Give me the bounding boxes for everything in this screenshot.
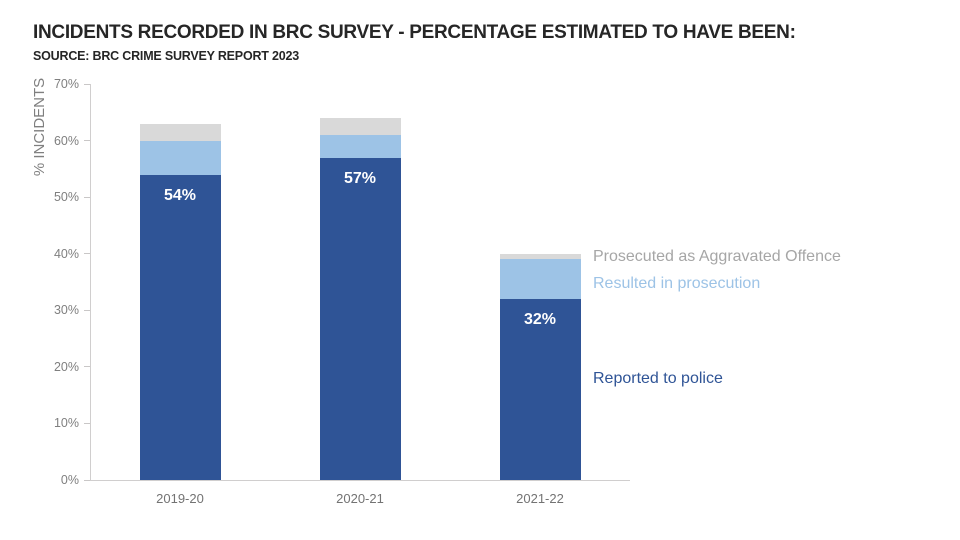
- y-axis-line: [90, 84, 91, 481]
- legend-label-resulted-in-prosecution: Resulted in prosecution: [593, 275, 761, 292]
- x-axis-label-2020-21: 2020-21: [336, 491, 384, 506]
- y-tick-label-30%: 30%: [53, 303, 79, 318]
- legend-label-reported-to-police: Reported to police: [593, 370, 723, 387]
- bar-2021-22-segment-reported-to-police: [499, 298, 581, 480]
- y-axis-tick-60%: [84, 140, 90, 142]
- y-tick-label-0%: 0%: [60, 473, 79, 487]
- y-tick-label-40%: 40%: [53, 246, 79, 261]
- y-axis-tick-0%: [84, 479, 90, 481]
- y-tick-label-70%: 70%: [53, 77, 79, 91]
- bar-2020-21-segment-prosecuted-as-aggravated-offence: [319, 117, 401, 135]
- y-tick-label-60%: 60%: [53, 133, 79, 148]
- y-axis-tick-20%: [84, 366, 90, 368]
- x-axis-line: [90, 480, 630, 481]
- y-axis-title: % INCIDENTS: [31, 77, 48, 177]
- bar-2019-20-segment-prosecuted-as-aggravated-offence: [139, 123, 221, 141]
- y-tick-label-50%: 50%: [53, 190, 79, 205]
- bar-2019-20-segment-reported-to-police: [139, 174, 221, 480]
- bar-2020-21-segment-reported-to-police: [319, 157, 401, 480]
- y-axis-tick-70%: [84, 83, 90, 85]
- bar-value-label-2020-21: 57%: [343, 169, 377, 187]
- bar-2019-20-segment-resulted-in-prosecution: [139, 140, 221, 175]
- x-axis-label-2021-22: 2021-22: [516, 491, 564, 506]
- y-axis-tick-30%: [84, 309, 90, 311]
- bar-2020-21-segment-resulted-in-prosecution: [319, 134, 401, 158]
- y-axis-tick-10%: [84, 422, 90, 424]
- source-subtitle: SOURCE: BRC CRIME SURVEY REPORT 2023: [33, 49, 300, 63]
- x-axis-label-2019-20: 2019-20: [156, 491, 204, 506]
- y-tick-label-20%: 20%: [53, 359, 79, 374]
- y-axis-tick-50%: [84, 196, 90, 198]
- bar-2021-22-segment-prosecuted-as-aggravated-offence: [499, 253, 581, 260]
- page-title: INCIDENTS RECORDED IN BRC SURVEY - PERCE…: [33, 22, 796, 43]
- y-tick-label-10%: 10%: [53, 416, 79, 431]
- y-axis-tick-40%: [84, 253, 90, 255]
- bar-2021-22-segment-resulted-in-prosecution: [499, 259, 581, 299]
- bar-value-label-2021-22: 32%: [523, 310, 557, 328]
- legend-label-prosecuted-aggravated: Prosecuted as Aggravated Offence: [593, 248, 841, 265]
- bar-value-label-2019-20: 54%: [163, 186, 197, 204]
